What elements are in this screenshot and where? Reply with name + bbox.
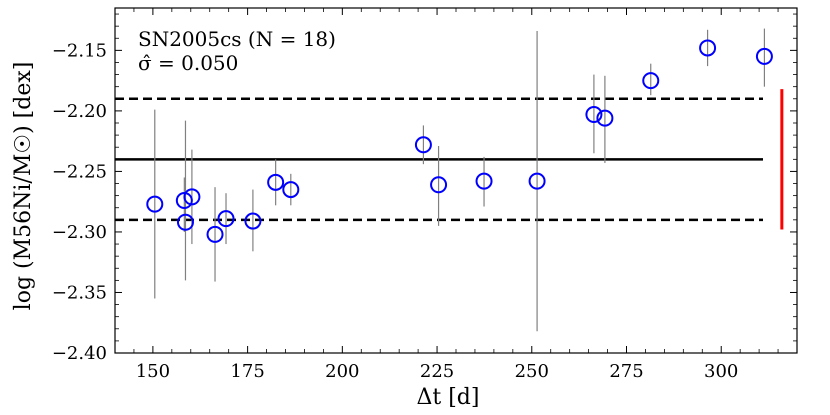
errorbars — [154, 28, 766, 332]
y-axis-label: log (M56Ni/M☉) [dex] — [11, 62, 36, 311]
data-point-5 — [217, 210, 235, 228]
data-point-7 — [267, 173, 285, 191]
x-tick-label: 175 — [230, 361, 264, 382]
x-tick-label: 300 — [704, 361, 738, 382]
x-tick-label: 200 — [325, 361, 359, 382]
data-point-0 — [146, 195, 164, 213]
y-tick-label: −2.15 — [52, 40, 107, 61]
data-point-6 — [244, 212, 262, 230]
data-point-14 — [596, 109, 614, 127]
data-point-10 — [430, 176, 448, 194]
tick-labels: 150 175 200 225 250 275 300 −2.40 −2.35 −2.30 −2.2… — [52, 40, 739, 382]
y-tick-label: −2.25 — [52, 161, 107, 182]
plot-frame — [114, 7, 798, 354]
annotation-sigma: σ̂ = 0.050 — [138, 51, 238, 75]
x-tick-label: 150 — [136, 361, 170, 382]
data-point-9 — [414, 136, 432, 154]
y-tick-label: −2.35 — [52, 282, 107, 303]
x-tick-label: 275 — [609, 361, 643, 382]
data-point-16 — [699, 39, 717, 57]
data-point-12 — [528, 172, 546, 190]
data-point-8 — [282, 181, 300, 199]
x-tick-label: 250 — [515, 361, 549, 382]
y-tick-label: −2.20 — [52, 101, 107, 122]
annotation-sn: SN2005cs (N = 18) — [138, 27, 336, 51]
data-points — [146, 39, 773, 243]
data-point-17 — [755, 47, 773, 65]
x-tick-label: 225 — [420, 361, 454, 382]
data-point-1 — [175, 191, 193, 209]
data-point-13 — [585, 106, 603, 124]
data-point-4 — [206, 225, 224, 243]
y-tick-label: −2.30 — [52, 222, 107, 243]
x-axis-label: Δt [d] — [417, 385, 480, 410]
data-point-3 — [183, 188, 201, 206]
data-point-2 — [176, 213, 194, 231]
y-tick-label: −2.40 — [52, 343, 107, 364]
data-point-15 — [642, 72, 660, 90]
plot-background — [115, 8, 797, 353]
data-point-11 — [475, 172, 493, 190]
